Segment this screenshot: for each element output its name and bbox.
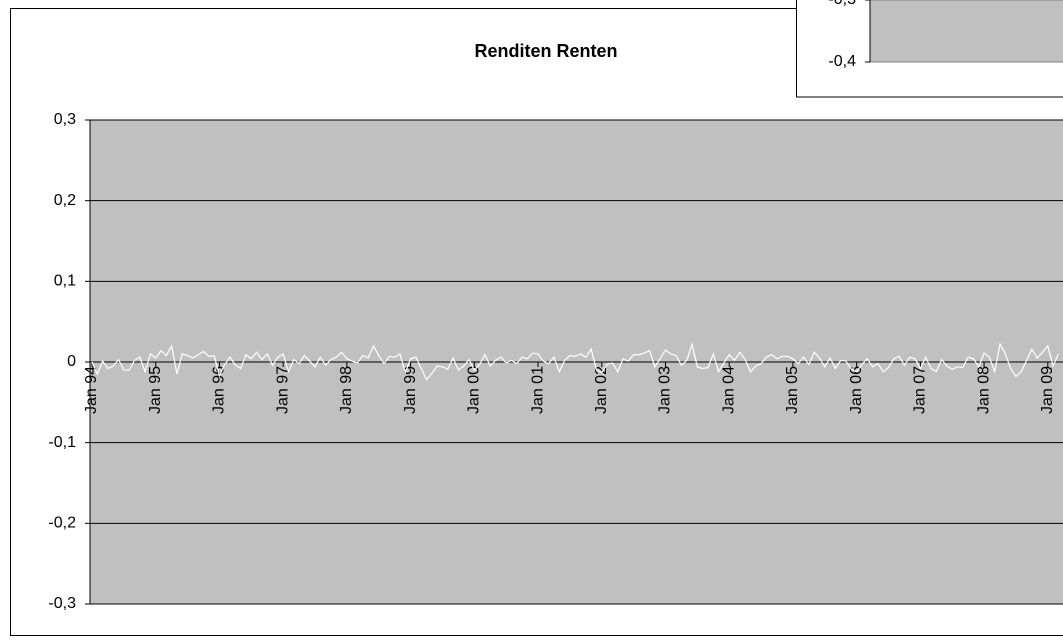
y-tick-label: 0,3 [54, 111, 76, 128]
x-tick-label: Jan 02 [593, 366, 610, 414]
x-tick-label: Jan 06 [848, 366, 865, 414]
y-tick-label: 0,2 [54, 192, 76, 209]
x-tick-label: Jan 94 [83, 366, 100, 414]
y-tick-label: 0 [67, 353, 76, 370]
y-tick-label: -0,3 [48, 595, 76, 612]
data-line [91, 342, 1059, 381]
x-tick-label: Jan 05 [784, 366, 801, 414]
x-tick-label: Jan 01 [529, 366, 546, 414]
y-tick-label: -0,3 [828, 0, 856, 8]
x-tick-label: Jan 97 [274, 366, 291, 414]
x-tick-label: Jan 95 [147, 366, 164, 414]
x-tick-label: Jan 98 [338, 366, 355, 414]
x-tick-label: Jan 09 [1039, 366, 1056, 414]
x-tick-label: Jan 08 [975, 366, 992, 414]
x-tick-label: Jan 96 [211, 366, 228, 414]
x-tick-label: Jan 07 [912, 366, 929, 414]
y-tick-label: -0,1 [48, 434, 76, 451]
y-tick-label: 0,1 [54, 273, 76, 290]
y-tick-label: -0,4 [828, 53, 856, 70]
y-tick-label: -0,2 [48, 515, 76, 532]
x-tick-label: Jan 00 [466, 366, 483, 414]
x-tick-label: Jan 04 [720, 366, 737, 414]
plot-area [869, 0, 1063, 63]
x-tick-label: Jan 03 [657, 366, 674, 414]
chart-title: Renditen Renten [474, 41, 617, 61]
x-tick-label: Jan 99 [402, 366, 419, 414]
